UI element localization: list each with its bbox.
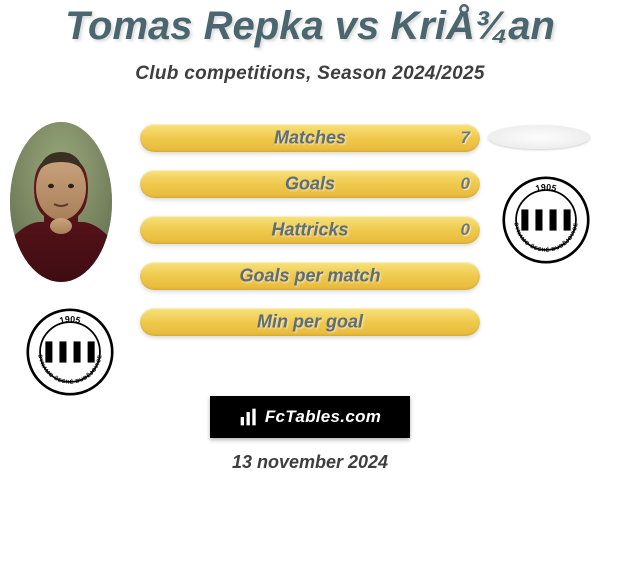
stat-row-hattricks: Hattricks 0 <box>140 216 480 244</box>
player-photo-left <box>10 122 112 282</box>
brand-text: FcTables.com <box>265 407 381 427</box>
stat-value: 0 <box>461 220 470 240</box>
stat-label: Min per goal <box>257 312 363 333</box>
stat-row-gpm: Goals per match <box>140 262 480 290</box>
footer-date: 13 november 2024 <box>0 452 620 473</box>
club-badge-left: 1905 DYNAMO ČESKÉ BUDĚJOVICE <box>20 308 120 396</box>
bars-icon <box>239 407 259 427</box>
stat-label: Goals <box>285 174 335 195</box>
page-root: Tomas Repka vs KriÅ¾an Club competitions… <box>0 0 620 580</box>
page-subtitle: Club competitions, Season 2024/2025 <box>0 63 620 85</box>
stat-row-matches: Matches 7 <box>140 124 480 152</box>
brand-link[interactable]: FcTables.com <box>210 396 410 438</box>
stat-value: 7 <box>461 128 470 148</box>
stat-row-goals: Goals 0 <box>140 170 480 198</box>
stat-value: 0 <box>461 174 470 194</box>
stat-label: Matches <box>274 128 346 149</box>
club-crest-icon: 1905 DYNAMO ČESKÉ BUDĚJOVICE <box>20 308 120 396</box>
player-photo-right <box>488 125 590 149</box>
page-title: Tomas Repka vs KriÅ¾an <box>0 0 620 49</box>
stat-label: Hattricks <box>271 220 348 241</box>
club-crest-icon: 1905 DYNAMO ČESKÉ BUDĚJOVICE <box>496 176 596 264</box>
stat-row-mpg: Min per goal <box>140 308 480 336</box>
stats-column: Matches 7 Goals 0 Hattricks 0 Goals per … <box>140 124 480 354</box>
stat-label: Goals per match <box>239 266 380 287</box>
player-avatar-icon <box>10 122 112 282</box>
club-badge-right: 1905 DYNAMO ČESKÉ BUDĚJOVICE <box>496 176 596 264</box>
